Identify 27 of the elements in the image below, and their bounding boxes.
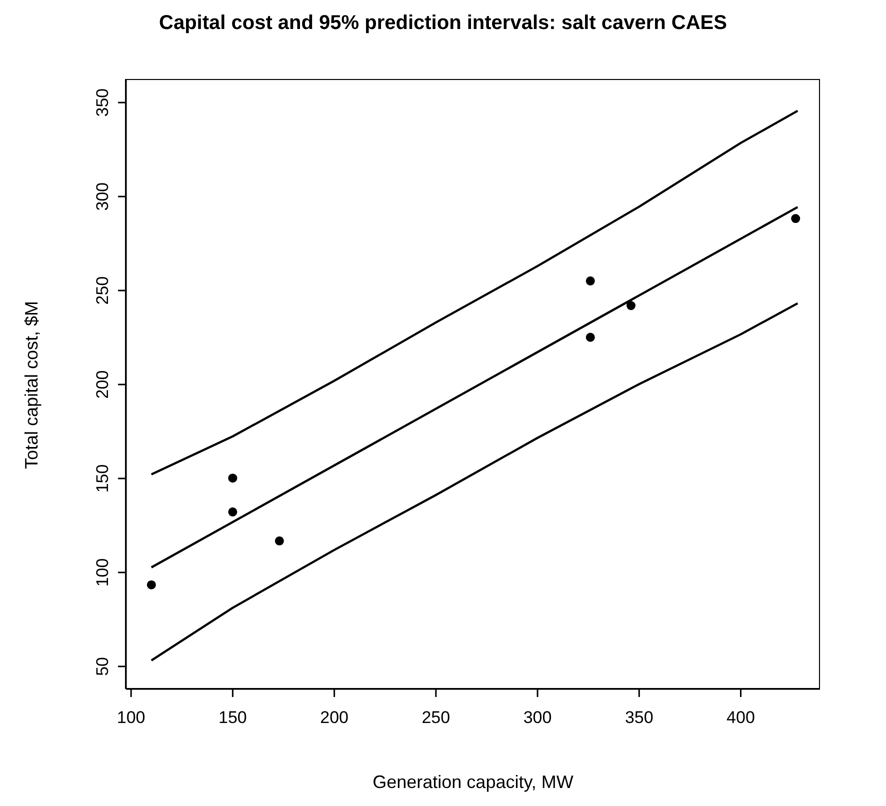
x-tick-label: 150 [218, 708, 247, 727]
line-series [150, 302, 799, 662]
point [791, 214, 800, 224]
x-tick-label: 400 [726, 708, 755, 727]
point [274, 536, 284, 546]
point [626, 301, 636, 310]
point [586, 276, 595, 286]
x-tick-label: 300 [523, 708, 552, 727]
point [586, 332, 595, 342]
x-tick-label: 250 [422, 708, 450, 727]
y-tick-label: 50 [93, 656, 112, 676]
x-tick-label: 200 [320, 708, 348, 727]
y-tick-label: 200 [93, 370, 112, 399]
point [228, 507, 238, 516]
x-axis-title: Generation capacity, MW [372, 772, 574, 793]
chart-title: Capital cost and 95% prediction intervals: salt cavern CAES [158, 12, 728, 35]
y-tick-label: 250 [93, 276, 112, 305]
y-tick-label: 350 [93, 88, 112, 117]
x-tick-label: 350 [624, 708, 654, 727]
y-tick-label: 100 [93, 558, 112, 587]
y-tick-label: 150 [93, 464, 112, 493]
point [228, 474, 238, 483]
y-tick-label: 300 [93, 182, 112, 211]
point [146, 580, 156, 590]
line-series [150, 110, 799, 476]
x-tick-label: 100 [116, 708, 146, 727]
y-axis-title: Total capital cost, $M [22, 300, 42, 470]
